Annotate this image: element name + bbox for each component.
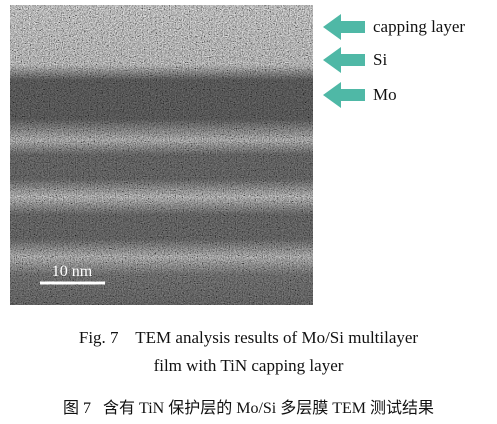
arrow — [323, 14, 365, 40]
layer-label: capping layer — [373, 17, 465, 36]
figure: 10 nm capping layer Si Mo — [10, 5, 465, 305]
arrows — [323, 14, 365, 108]
figure-number: Fig. 7 — [78, 328, 119, 347]
tem-image — [10, 5, 313, 305]
arrow — [323, 82, 365, 108]
caption-en-1: Fig. 7 TEM analysis results of Mo/Si mul… — [0, 328, 497, 348]
figure-number: 图 7 — [62, 400, 91, 417]
layer-label: Si — [373, 50, 387, 69]
caption-title: 含有 TiN 保护层的 Mo/Si 多层膜 TEM 测试结果 — [103, 400, 435, 417]
caption-en-2: film with TiN capping layer — [0, 356, 497, 376]
layer-label: Mo — [373, 85, 397, 104]
caption-zh: 图 7 含有 TiN 保护层的 Mo/Si 多层膜 TEM 测试结果 — [0, 394, 497, 418]
caption-title: film with TiN capping layer — [153, 356, 344, 375]
caption-title: TEM analysis results of Mo/Si multilayer — [135, 328, 419, 347]
arrow — [323, 47, 365, 73]
image-layers — [10, 5, 313, 305]
scale-bar-label: 10 nm — [52, 263, 93, 280]
